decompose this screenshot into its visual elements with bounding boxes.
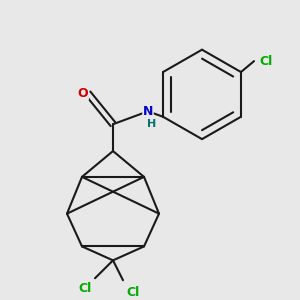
Text: Cl: Cl <box>126 286 140 299</box>
Text: O: O <box>78 87 88 100</box>
Text: Cl: Cl <box>78 282 92 295</box>
Text: H: H <box>147 119 157 129</box>
Text: Cl: Cl <box>260 55 273 68</box>
Text: N: N <box>143 105 153 118</box>
